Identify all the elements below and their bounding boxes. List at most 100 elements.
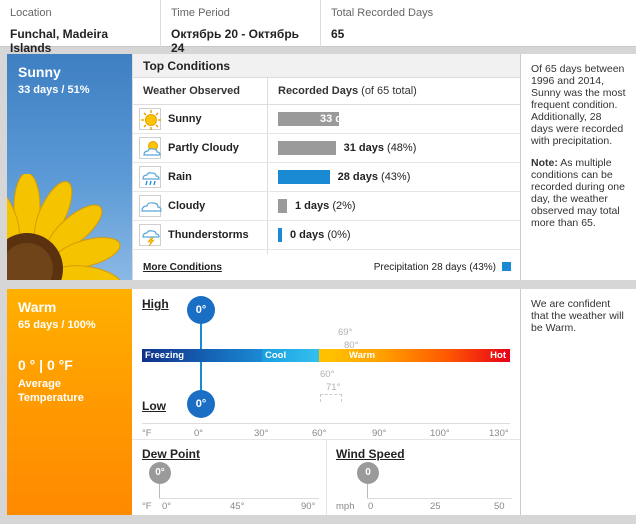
precipitation-swatch: [502, 262, 511, 271]
condition-bar: [278, 228, 282, 242]
wind-speed-axis: [367, 498, 512, 499]
sub-chart-divider: [326, 439, 327, 515]
condition-row: Cloudy 1 days (2%): [133, 192, 521, 221]
sunny-summary-tile: Sunny 33 days / 51%: [7, 54, 132, 280]
condition-row: Rain 28 days (43%): [133, 163, 521, 192]
note-label: Note:: [531, 157, 558, 169]
condition-days: 1 days: [295, 200, 330, 212]
condition-bar: [278, 199, 287, 213]
weather-observed-header: Weather Observed: [143, 85, 241, 97]
total-label: Total Recorded Days: [331, 7, 434, 19]
high-temperature-marker: 0°: [187, 296, 215, 324]
dew-point-unit: °F: [142, 501, 152, 512]
wind-speed-tick: 0: [368, 501, 374, 512]
location-value: Funchal, Madeira Islands: [10, 27, 109, 55]
temperature-tick: 130°: [489, 428, 509, 439]
condition-value: 31 days (48%): [344, 142, 417, 154]
wind-speed-stem: [367, 484, 368, 498]
faint-low-1: 60°: [320, 369, 335, 380]
dew-point-label: Dew Point: [142, 447, 201, 461]
dew-point-tick: 0°: [162, 501, 172, 512]
condition-row: Partly Cloudy 31 days (48%): [133, 134, 521, 163]
scale-hot: Hot: [381, 349, 510, 362]
high-label: High: [142, 297, 169, 311]
wind-speed-unit: mph: [336, 501, 355, 512]
conditions-note-text: Of 65 days between 1996 and 2014, Sunny …: [531, 63, 626, 147]
top-conditions-panel: Top Conditions Weather Observed Recorded…: [132, 54, 521, 280]
dew-point-tick: 45°: [230, 501, 245, 512]
wind-speed-tick: 25: [430, 501, 441, 512]
temperature-tick: 60°: [312, 428, 327, 439]
condition-percent: (51%): [363, 113, 393, 125]
recorded-days-header: Recorded Days (of 65 total): [278, 85, 417, 97]
temperature-axis-unit: °F: [142, 428, 152, 439]
condition-row: Sunny 33 days (51%): [133, 105, 521, 134]
condition-name: Sunny: [168, 113, 202, 125]
average-temperature-label-line2: Temperature: [18, 392, 84, 404]
cloud-icon: [139, 195, 162, 217]
condition-days: 28 days: [337, 171, 378, 183]
scale-warm: Warm: [331, 349, 381, 362]
more-conditions-link[interactable]: More Conditions: [143, 262, 222, 273]
average-temperature-label: Average Temperature: [18, 377, 96, 405]
average-temperature-label-line1: Average: [18, 378, 62, 390]
column-divider: [267, 78, 268, 254]
warm-title: Warm: [18, 299, 57, 315]
condition-days: 33 days: [320, 113, 361, 125]
high-low-connector: [200, 323, 202, 403]
recorded-days-header-suffix: (of 65 total): [361, 85, 417, 97]
dew-point-tick: 90°: [301, 501, 316, 512]
condition-percent: (43%): [381, 171, 411, 183]
condition-value: 0 days (0%): [290, 229, 351, 241]
precipitation-text: Precipitation 28 days (43%): [373, 262, 496, 273]
wind-speed-label: Wind Speed: [336, 447, 405, 461]
summary-header: Location Funchal, Madeira Islands Time P…: [0, 0, 636, 55]
faint-high-2: 80°: [344, 340, 359, 351]
top-conditions-heading: Top Conditions: [133, 54, 520, 78]
note-text: As multiple conditions can be recorded d…: [531, 157, 625, 229]
partly-cloudy-icon: [139, 137, 161, 159]
dew-point-stem: [159, 484, 160, 498]
condition-bar: [278, 141, 336, 155]
average-temperature-value: 0 ° | 0 °F: [18, 357, 73, 373]
recorded-days-header-label: Recorded Days: [278, 85, 359, 97]
scale-warm-edge: [319, 349, 331, 362]
sunflower-image: [7, 174, 123, 280]
warm-summary-tile: Warm 65 days / 100% 0 ° | 0 °F Average T…: [7, 289, 132, 515]
sunny-subtitle: 33 days / 51%: [18, 84, 90, 96]
condition-percent: (48%): [387, 142, 417, 154]
sun-icon: [139, 108, 161, 130]
wind-speed-marker: 0: [357, 462, 379, 484]
temperature-tick: 0°: [194, 428, 204, 439]
faint-range-bracket: [320, 394, 342, 402]
wind-speed-tick: 50: [494, 501, 505, 512]
location-label: Location: [10, 7, 52, 19]
period-label: Time Period: [171, 7, 230, 19]
precipitation-legend: Precipitation 28 days (43%): [374, 262, 511, 273]
conditions-note: Of 65 days between 1996 and 2014, Sunny …: [520, 54, 636, 280]
condition-percent: (0%): [327, 229, 351, 241]
condition-row: Thunderstorms 0 days (0%): [133, 221, 521, 250]
low-temperature-marker: 0°: [187, 390, 215, 418]
temperature-axis-line: [142, 423, 510, 424]
period-value: Октябрь 20 - Октябрь 24: [171, 27, 300, 55]
period-column: Time Period Октябрь 20 - Октябрь 24: [161, 0, 321, 55]
condition-value: 1 days (2%): [295, 200, 356, 212]
conditions-note-warning: Note: As multiple conditions can be reco…: [531, 157, 626, 229]
rain-icon: [139, 166, 161, 188]
thunderstorm-icon: [139, 224, 161, 247]
condition-name: Rain: [168, 171, 192, 183]
faint-low-2: 71°: [326, 382, 341, 393]
condition-name: Cloudy: [168, 200, 206, 212]
conditions-footer: More Conditions Precipitation 28 days (4…: [133, 254, 521, 280]
temperature-tick: 30°: [254, 428, 269, 439]
sunny-title: Sunny: [18, 64, 61, 80]
condition-name: Partly Cloudy: [168, 142, 239, 154]
conditions-column-headers: Weather Observed Recorded Days (of 65 to…: [133, 78, 520, 105]
condition-value: 33 days (51%): [320, 113, 393, 125]
low-label: Low: [142, 399, 166, 413]
dew-point-axis: [159, 498, 319, 499]
condition-bar: [278, 112, 340, 126]
warm-subtitle: 65 days / 100%: [18, 319, 96, 331]
temperature-tick: 90°: [372, 428, 387, 439]
